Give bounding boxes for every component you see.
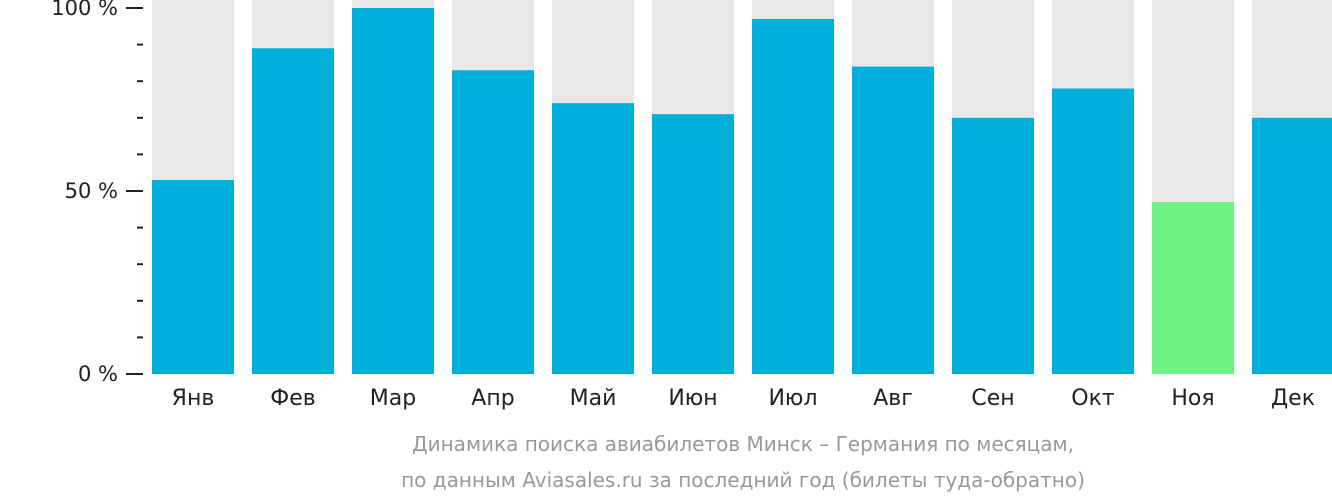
x-tick-label: Июн [668, 386, 717, 411]
bar [152, 180, 234, 374]
bar [252, 48, 334, 374]
bar [352, 8, 434, 374]
bar [652, 114, 734, 374]
x-tick-label: Май [570, 386, 617, 411]
x-tick-label: Фев [270, 386, 315, 411]
bar [1152, 201, 1234, 374]
bar [1252, 117, 1332, 375]
x-tick-label: Сен [971, 386, 1014, 411]
bar [952, 117, 1034, 375]
x-tick-label: Апр [471, 386, 514, 411]
x-tick-label: Окт [1071, 386, 1115, 411]
bar [1052, 88, 1134, 375]
y-tick-label: 0 % [78, 362, 118, 386]
x-tick-label: Ноя [1171, 386, 1214, 411]
y-tick-label: 50 % [65, 179, 118, 203]
bar [852, 66, 934, 374]
y-axis: 100 % 50 % 0 % [51, 0, 143, 386]
chart-caption-line-2: по данным Aviasales.ru за последний год … [401, 468, 1085, 492]
x-tick-label: Июл [768, 386, 817, 411]
x-axis-labels: Янв Фев Мар Апр Май Июн Июл Авг Сен Окт Ноя Дек [172, 386, 1315, 411]
bars-group [152, 0, 1332, 375]
y-tick-label: 100 % [51, 0, 118, 20]
chart-caption-line-1: Динамика поиска авиабилетов Минск – Герм… [412, 432, 1074, 456]
x-tick-label: Мар [370, 386, 416, 411]
bar [452, 70, 534, 374]
bar [752, 18, 834, 374]
x-tick-label: Авг [873, 386, 913, 411]
bar [552, 103, 634, 374]
x-tick-label: Янв [172, 386, 215, 411]
x-tick-label: Дек [1271, 386, 1315, 411]
